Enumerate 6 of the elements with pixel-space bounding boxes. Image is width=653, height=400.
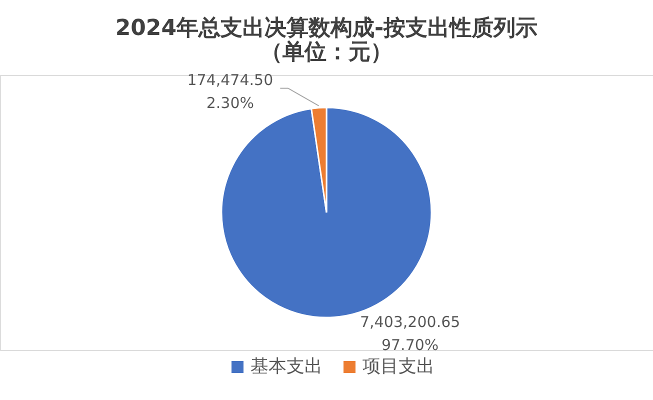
data-label: 174,474.50 2.30% [187,70,274,112]
legend-label: 基本支出 [250,356,322,377]
chart-title: 2024年总支出决算数构成-按支出性质列示 [115,16,538,41]
legend-label: 项目支出 [362,356,434,377]
data-label: 7,403,200.65 97.70% [360,312,460,354]
chart-subtitle: （单位：元） [260,40,392,65]
